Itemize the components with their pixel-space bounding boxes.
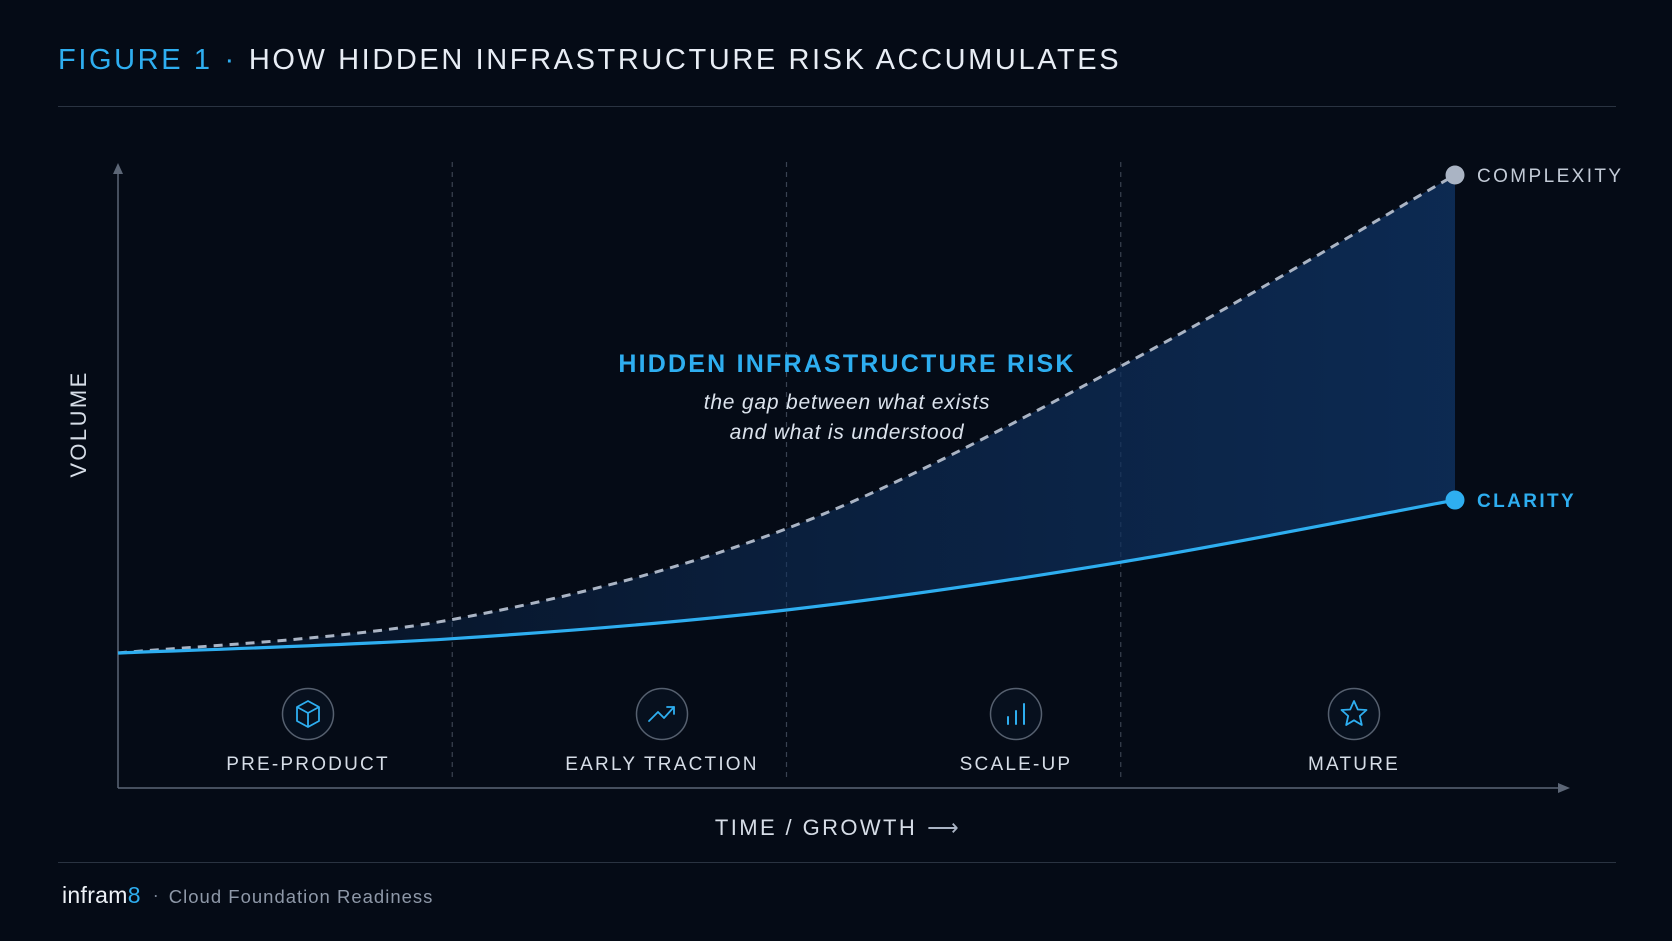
x-axis-arrow-icon	[1558, 783, 1570, 793]
figure-heading: HOW HIDDEN INFRASTRUCTURE RISK ACCUMULAT…	[248, 44, 1122, 76]
x-axis-label: TIME / GROWTH ⟶	[715, 815, 961, 840]
stage-label-mature: MATURE	[1308, 754, 1400, 775]
y-axis-label: VOLUME	[66, 370, 91, 477]
stage-label-scale-up: SCALE-UP	[960, 754, 1073, 775]
figure-label: FIGURE 1	[58, 44, 213, 76]
stage-icon-scale-up	[989, 687, 1043, 741]
complexity-series-line	[117, 173, 1456, 655]
stage-dividers	[451, 162, 1122, 780]
stage-icon-early-traction	[635, 687, 689, 741]
x-axis-label-arrow-icon: ⟶	[927, 815, 961, 840]
annotation-line-1: the gap between what exists	[704, 391, 991, 414]
annotation-line-2: and what is understood	[730, 421, 965, 444]
brand-accent: 8	[127, 882, 141, 908]
footer-tagline: Cloud Foundation Readiness	[168, 886, 434, 907]
trending-up-icon	[648, 706, 675, 722]
annotation-title: HIDDEN INFRASTRUCTURE RISK	[618, 350, 1075, 378]
figure-title: FIGURE 1 · HOW HIDDEN INFRASTRUCTURE RISK …	[58, 44, 1121, 77]
cube-icon	[296, 700, 320, 728]
star-icon	[1340, 700, 1368, 726]
stage-icon-pre-product	[281, 687, 335, 741]
title-separator: ·	[224, 44, 237, 76]
footer: infram8 · Cloud Foundation Readiness	[62, 882, 433, 909]
complexity-end-point	[1445, 165, 1465, 185]
hidden-risk-area	[118, 175, 1455, 653]
footer-separator: ·	[152, 885, 159, 905]
legend-complexity: COMPLEXITY	[1477, 166, 1623, 187]
footer-divider	[58, 862, 1616, 863]
brand-name: infram	[62, 882, 128, 908]
bar-chart-icon	[1007, 703, 1025, 725]
stage-label-early-traction: EARLY TRACTION	[565, 754, 758, 775]
brand-logo: infram8	[62, 882, 141, 908]
stage-icon-mature	[1327, 687, 1381, 741]
clarity-series-line	[117, 498, 1456, 655]
clarity-end-point	[1445, 490, 1465, 510]
legend-clarity: CLARITY	[1477, 491, 1576, 512]
y-axis-arrow-icon	[113, 163, 123, 174]
x-axis-label-text: TIME / GROWTH	[715, 815, 917, 840]
header-divider	[58, 106, 1616, 107]
stage-label-pre-product: PRE-PRODUCT	[226, 754, 390, 775]
